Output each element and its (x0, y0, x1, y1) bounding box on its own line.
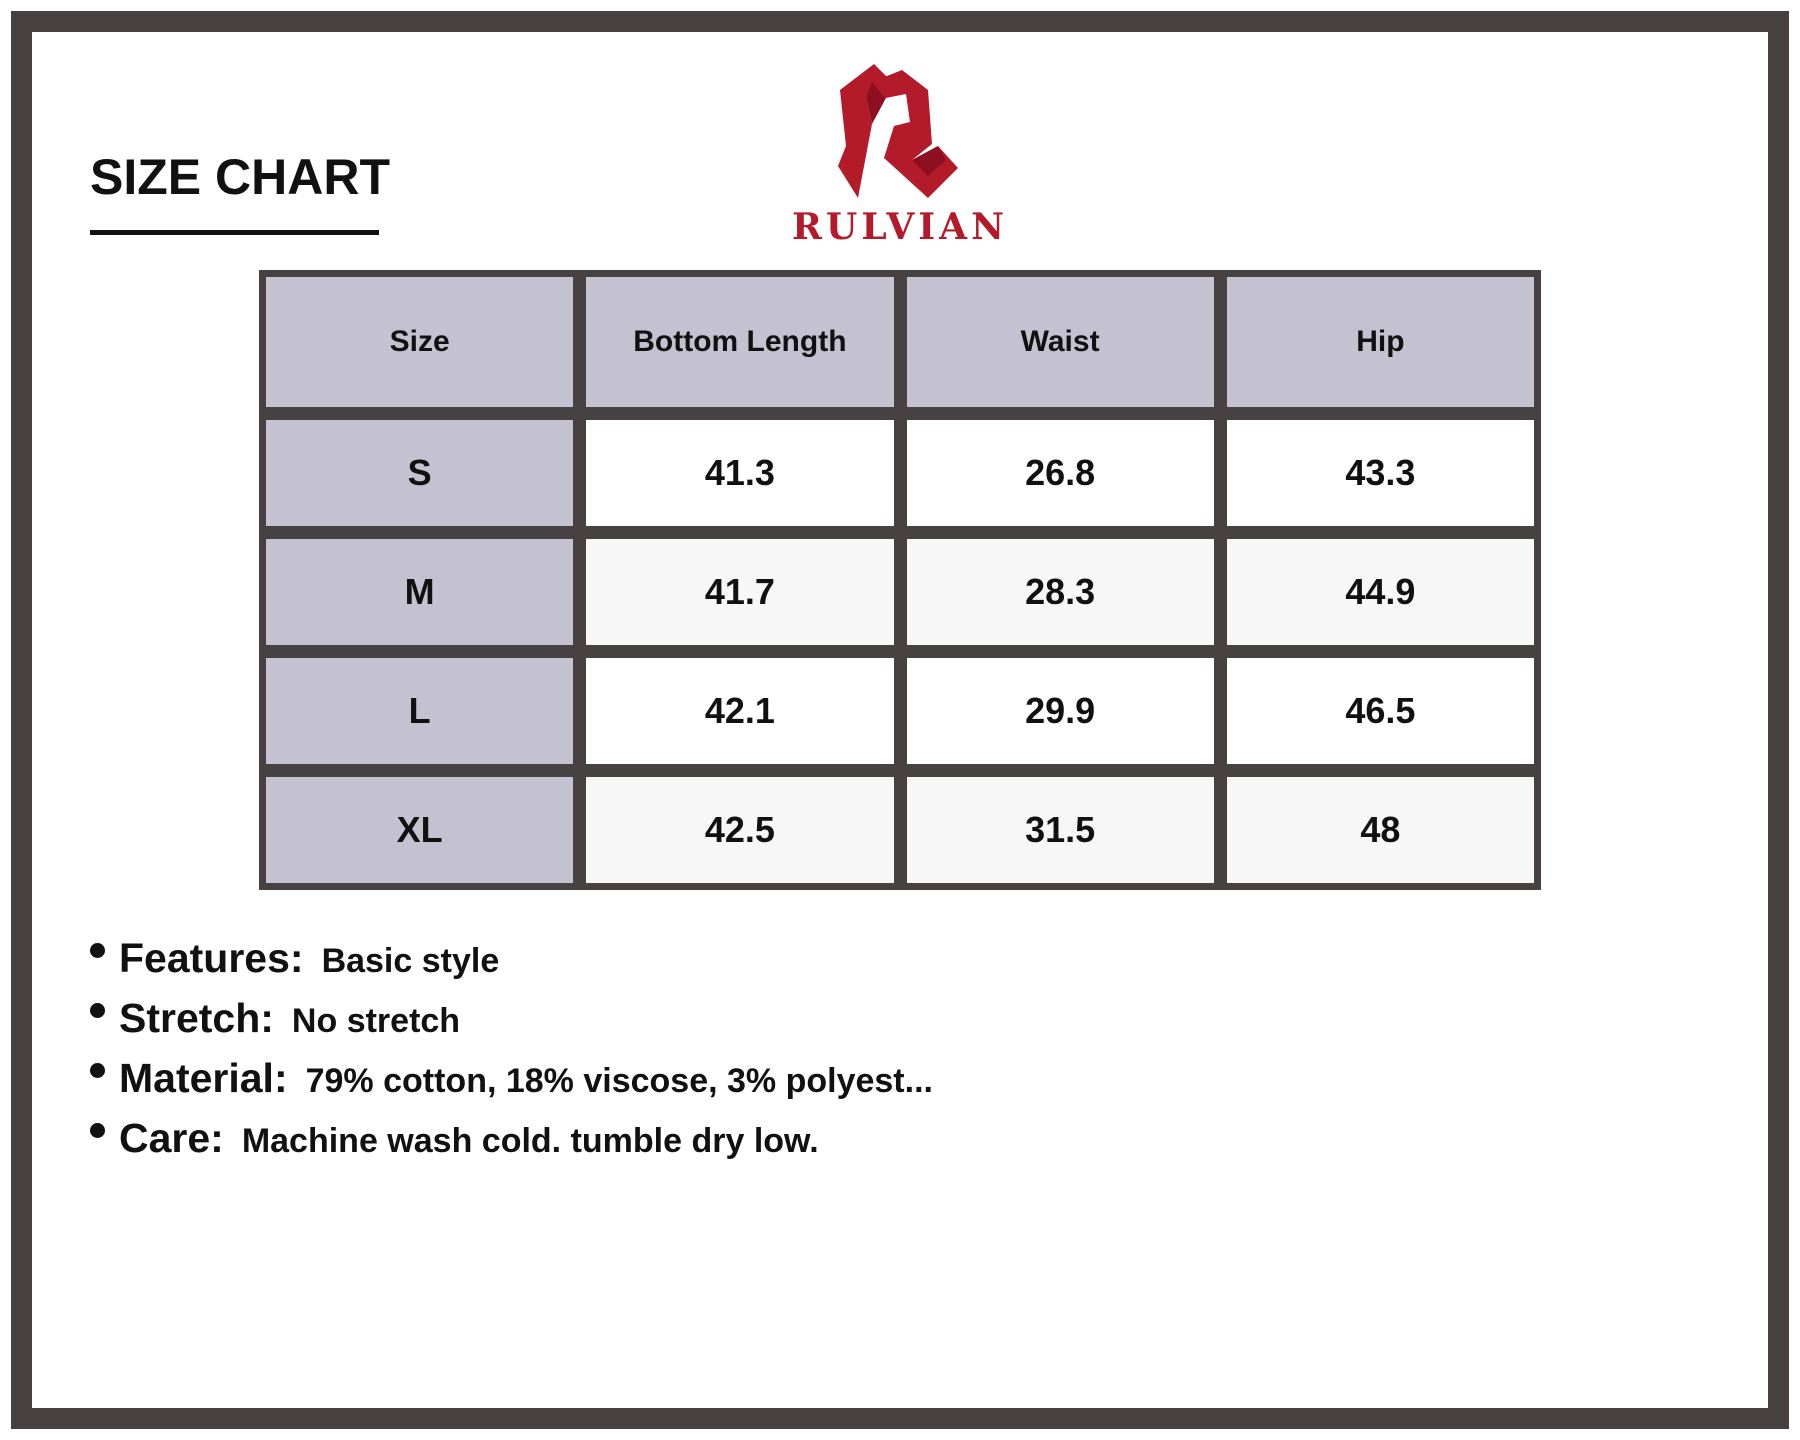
title-underline (90, 230, 379, 235)
page-title: SIZE CHART (90, 149, 390, 205)
table-cell: 42.1 (586, 658, 894, 764)
note-care: Care: Machine wash cold. tumble dry low. (90, 1115, 933, 1175)
bullet-icon (90, 1123, 105, 1138)
table-cell: 41.3 (586, 420, 894, 526)
table-cell: 48 (1226, 777, 1534, 883)
note-value: Machine wash cold. tumble dry low. (241, 1122, 819, 1160)
note-stretch: Stretch: No stretch (90, 995, 933, 1055)
size-cell: M (266, 539, 574, 645)
table-cell: 44.9 (1226, 539, 1534, 645)
table-cell: 46.5 (1226, 658, 1534, 764)
header-size: Size (266, 277, 574, 407)
brand-name: RULVIAN (792, 206, 1008, 248)
bullet-icon (90, 1003, 105, 1018)
size-cell: XL (266, 777, 574, 883)
note-material: Material: 79% cotton, 18% viscose, 3% po… (90, 1055, 933, 1115)
note-features: Features: Basic style (90, 935, 933, 995)
size-table: Size Bottom Length Waist Hip S 41.3 26.8… (259, 270, 1541, 890)
table-cell: 28.3 (906, 539, 1214, 645)
bullet-icon (90, 943, 105, 958)
note-value: No stretch (291, 1002, 461, 1040)
bullet-icon (90, 1063, 105, 1078)
table-cell: 31.5 (906, 777, 1214, 883)
product-notes: Features: Basic style Stretch: No stretc… (90, 935, 933, 1175)
header-hip: Hip (1226, 277, 1534, 407)
note-value: Basic style (321, 942, 500, 980)
table-cell: 29.9 (906, 658, 1214, 764)
brand-logo-icon (838, 64, 958, 198)
note-label: Material: (119, 1055, 288, 1101)
header-waist: Waist (906, 277, 1214, 407)
table-cell: 26.8 (906, 420, 1214, 526)
header-bottom-length: Bottom Length (586, 277, 894, 407)
table-cell: 41.7 (586, 539, 894, 645)
note-label: Care: (119, 1115, 224, 1161)
size-cell: L (266, 658, 574, 764)
size-cell: S (266, 420, 574, 526)
note-label: Features: (119, 935, 304, 981)
note-value: 79% cotton, 18% viscose, 3% polyest... (305, 1062, 933, 1100)
note-label: Stretch: (119, 995, 274, 1041)
table-cell: 42.5 (586, 777, 894, 883)
table-cell: 43.3 (1226, 420, 1534, 526)
